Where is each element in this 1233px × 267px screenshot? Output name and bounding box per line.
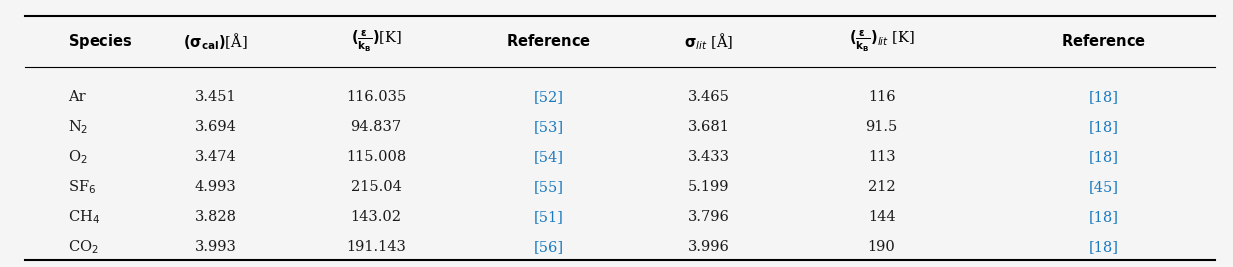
Text: 212: 212 bbox=[868, 180, 895, 194]
Text: 144: 144 bbox=[868, 210, 895, 224]
Text: 5.199: 5.199 bbox=[688, 180, 730, 194]
Text: 3.451: 3.451 bbox=[195, 91, 237, 104]
Text: 116: 116 bbox=[868, 91, 895, 104]
Text: 143.02: 143.02 bbox=[350, 210, 402, 224]
Text: 116.035: 116.035 bbox=[346, 91, 406, 104]
Text: 190: 190 bbox=[868, 240, 895, 254]
Text: [52]: [52] bbox=[534, 91, 563, 104]
Text: 3.465: 3.465 bbox=[688, 91, 730, 104]
Text: [18]: [18] bbox=[1089, 240, 1118, 254]
Text: N$_2$: N$_2$ bbox=[68, 119, 89, 136]
Text: SF$_6$: SF$_6$ bbox=[68, 178, 96, 196]
Text: 3.796: 3.796 bbox=[688, 210, 730, 224]
Text: 91.5: 91.5 bbox=[866, 120, 898, 134]
Text: [45]: [45] bbox=[1089, 180, 1118, 194]
Text: $\mathbf{Reference}$: $\mathbf{Reference}$ bbox=[507, 33, 591, 49]
Text: 3.433: 3.433 bbox=[688, 150, 730, 164]
Text: Ar: Ar bbox=[68, 91, 85, 104]
Text: $\mathbf{(\frac{\varepsilon}{k_B})}_{lit}$ [K]: $\mathbf{(\frac{\varepsilon}{k_B})}_{lit… bbox=[848, 29, 915, 54]
Text: 113: 113 bbox=[868, 150, 895, 164]
Text: 3.993: 3.993 bbox=[195, 240, 237, 254]
Text: 3.996: 3.996 bbox=[688, 240, 730, 254]
Text: 3.694: 3.694 bbox=[195, 120, 237, 134]
Text: 94.837: 94.837 bbox=[350, 120, 402, 134]
Text: [51]: [51] bbox=[534, 210, 563, 224]
Text: CO$_2$: CO$_2$ bbox=[68, 238, 99, 256]
Text: [18]: [18] bbox=[1089, 120, 1118, 134]
Text: $\mathbf{(\frac{\varepsilon}{k_B})}$[K]: $\mathbf{(\frac{\varepsilon}{k_B})}$[K] bbox=[350, 29, 402, 54]
Text: CH$_4$: CH$_4$ bbox=[68, 208, 100, 226]
Text: [53]: [53] bbox=[534, 120, 563, 134]
Text: 3.828: 3.828 bbox=[195, 210, 237, 224]
Text: $\mathbf{Reference}$: $\mathbf{Reference}$ bbox=[1062, 33, 1145, 49]
Text: [54]: [54] bbox=[534, 150, 563, 164]
Text: $\mathbf{Species}$: $\mathbf{Species}$ bbox=[68, 32, 132, 51]
Text: $\mathbf{(\sigma_{cal})}$[Å]: $\mathbf{(\sigma_{cal})}$[Å] bbox=[184, 31, 248, 52]
Text: O$_2$: O$_2$ bbox=[68, 148, 88, 166]
Text: 4.993: 4.993 bbox=[195, 180, 237, 194]
Text: 3.681: 3.681 bbox=[688, 120, 730, 134]
Text: [55]: [55] bbox=[534, 180, 563, 194]
Text: 191.143: 191.143 bbox=[346, 240, 406, 254]
Text: 215.04: 215.04 bbox=[350, 180, 402, 194]
Text: [56]: [56] bbox=[534, 240, 563, 254]
Text: 3.474: 3.474 bbox=[195, 150, 237, 164]
Text: [18]: [18] bbox=[1089, 91, 1118, 104]
Text: [18]: [18] bbox=[1089, 210, 1118, 224]
Text: $\mathbf{\sigma}_{lit}$ [Å]: $\mathbf{\sigma}_{lit}$ [Å] bbox=[684, 31, 734, 52]
Text: [18]: [18] bbox=[1089, 150, 1118, 164]
Text: 115.008: 115.008 bbox=[346, 150, 406, 164]
